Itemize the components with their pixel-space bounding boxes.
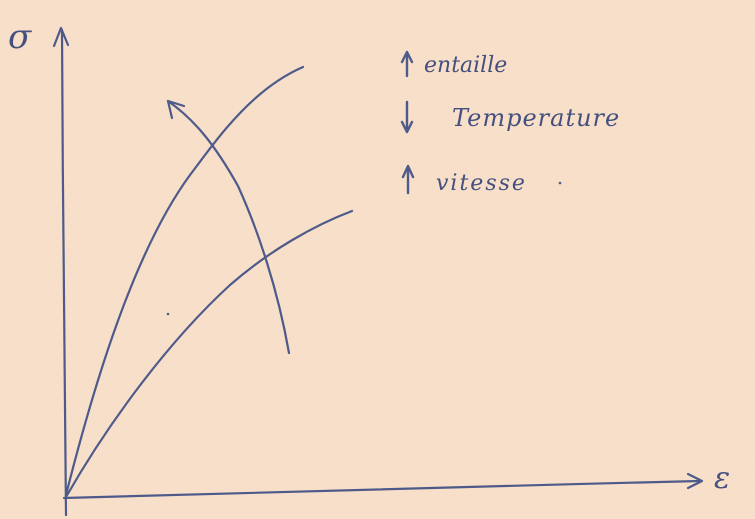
upper-stress-strain-curve	[64, 65, 305, 497]
trend-arrow-head	[166, 99, 186, 120]
y-axis-label: σ	[8, 17, 32, 57]
x-axis	[62, 479, 702, 500]
y-axis	[60, 28, 68, 517]
x-axis-arrowhead	[686, 472, 704, 490]
legend-label-speed: vitesse	[436, 171, 527, 196]
y-axis-arrowhead	[52, 26, 70, 48]
legend-label-temperature: Temperature	[452, 104, 620, 132]
legend-trailing-dot	[558, 181, 562, 185]
ink-dot	[166, 312, 170, 316]
lower-stress-strain-curve	[64, 209, 354, 499]
legend-item-1-up-arrow-icon	[400, 50, 414, 78]
trend-arrow-curve	[166, 99, 291, 355]
legend-item-2-down-arrow-icon	[400, 100, 414, 134]
x-axis-label: ε	[714, 461, 730, 496]
legend-item-3-up-arrow-icon	[401, 164, 415, 195]
legend-label-notch: entaille	[424, 53, 507, 78]
